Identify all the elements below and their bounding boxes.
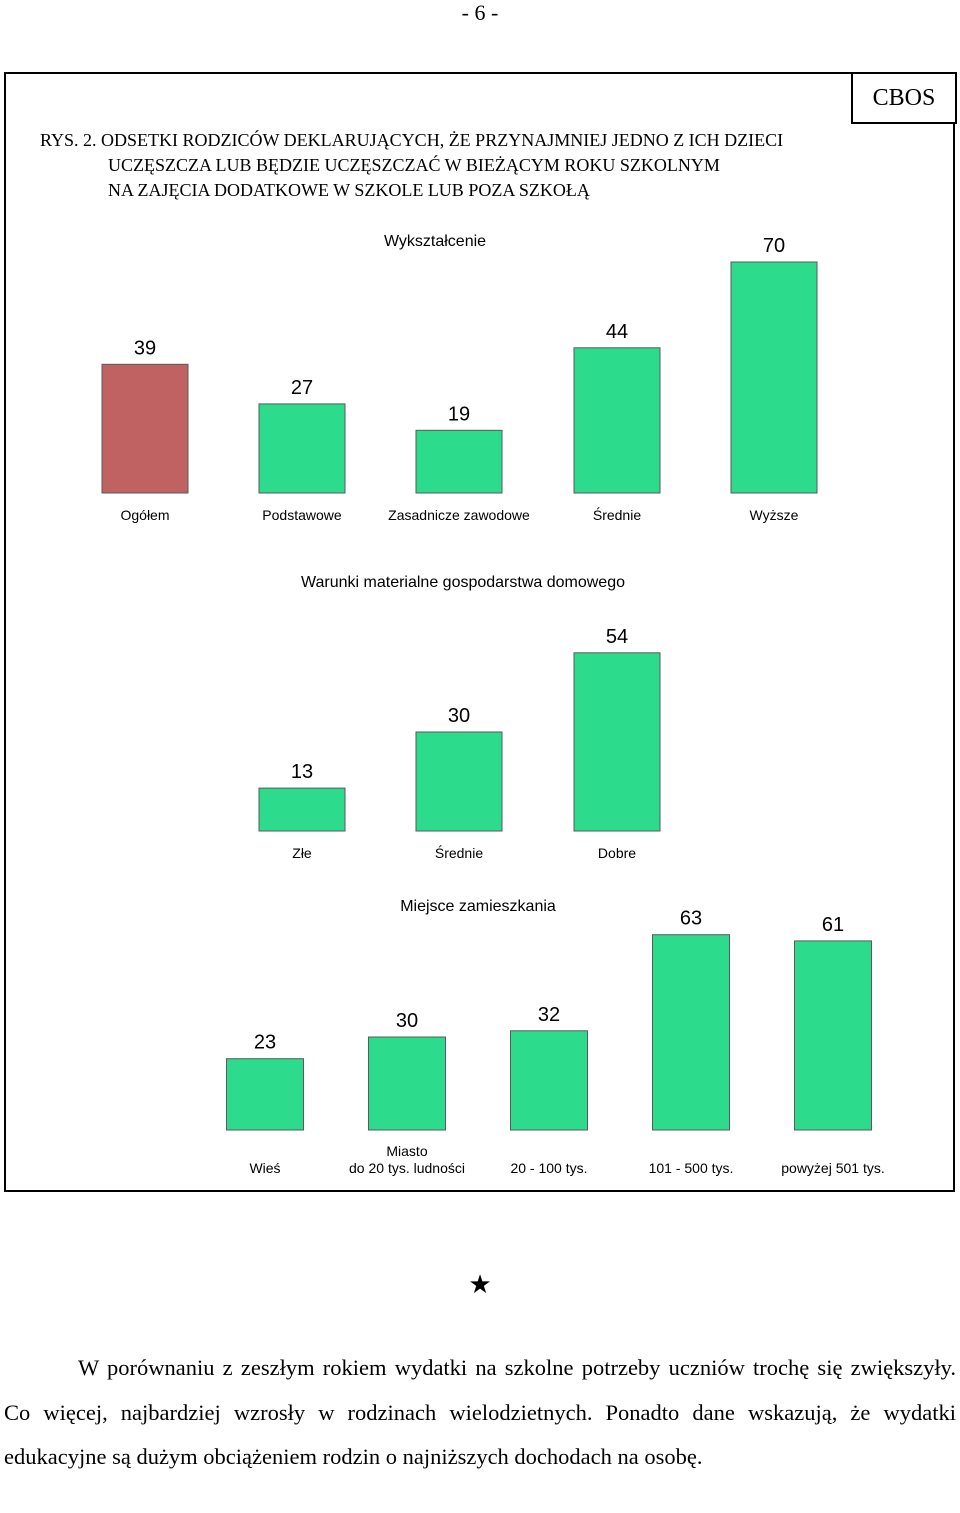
bar xyxy=(652,934,730,1131)
bar xyxy=(226,1058,304,1131)
category-label: 20 - 100 tys. xyxy=(510,1160,587,1176)
figure-title-line-3: NA ZAJĘCIA DODATKOWE W SZKOLE LUB POZA S… xyxy=(108,180,590,200)
data-label: 32 xyxy=(538,1004,560,1026)
category-label: Średnie xyxy=(593,506,641,523)
page-number: - 6 - xyxy=(461,0,499,25)
data-label: 44 xyxy=(606,321,628,343)
data-label: 19 xyxy=(448,403,470,425)
data-label: 54 xyxy=(606,626,628,648)
category-label: Dobre xyxy=(598,845,636,861)
body-text: W porównaniu z zeszłym rokiem wydatki na… xyxy=(4,1346,956,1480)
bar xyxy=(794,940,872,1131)
bar xyxy=(510,1030,588,1131)
data-label: 23 xyxy=(254,1032,276,1054)
data-label: 39 xyxy=(134,337,156,359)
figure-title-prefix: RYS. 2. xyxy=(40,130,97,150)
bar xyxy=(258,787,346,832)
bar xyxy=(573,652,661,832)
chart-title: Miejsce zamieszkania xyxy=(400,898,556,915)
bar xyxy=(101,363,189,494)
category-label: Wieś xyxy=(249,1160,280,1176)
data-label: 27 xyxy=(291,377,313,399)
bar-chart-1: Wykształcenie 39 Ogółem 27 Podstawowe 19 Zasad… xyxy=(101,233,818,523)
figure-title-line-1: ODSETKI RODZICÓW DEKLARUJĄCYCH, ŻE PRZYN… xyxy=(101,130,784,150)
bar xyxy=(258,403,346,494)
separator-star: ★ xyxy=(468,1270,492,1299)
chart-title: Wykształcenie xyxy=(384,233,486,250)
category-label: Zasadnicze zawodowe xyxy=(388,507,530,523)
bar-chart-2: Warunki materialne gospodarstwa domowego… xyxy=(258,574,661,861)
category-label: Złe xyxy=(292,845,312,861)
category-label: Podstawowe xyxy=(262,507,342,523)
chart-title: Warunki materialne gospodarstwa domowego xyxy=(301,574,625,591)
bar xyxy=(730,261,818,494)
bar xyxy=(415,429,503,494)
data-label: 70 xyxy=(763,235,785,257)
bar xyxy=(573,347,661,494)
category-label: Wyższe xyxy=(750,507,799,523)
figure-title: RYS. 2. ODSETKI RODZICÓW DEKLARUJĄCYCH, … xyxy=(40,128,880,203)
category-label: do 20 tys. ludności xyxy=(349,1160,465,1176)
figure-frame xyxy=(4,72,955,1192)
data-label: 30 xyxy=(396,1010,418,1032)
figure-title-line-2: UCZĘSZCZA LUB BĘDZIE UCZĘSZCZAĆ W BIEŻĄC… xyxy=(108,155,720,175)
data-label: 61 xyxy=(822,914,844,936)
data-label: 30 xyxy=(448,705,470,727)
category-label: 101 - 500 tys. xyxy=(649,1160,734,1176)
category-label: powyżej 501 tys. xyxy=(781,1160,885,1176)
data-label: 13 xyxy=(291,761,313,783)
bar xyxy=(415,731,503,832)
body-paragraph: W porównaniu z zeszłym rokiem wydatki na… xyxy=(4,1355,956,1469)
source-badge: CBOS xyxy=(851,72,957,124)
category-label: Ogółem xyxy=(120,507,169,523)
category-label: Średnie xyxy=(435,844,483,861)
category-label: Miasto xyxy=(386,1143,427,1159)
data-label: 63 xyxy=(680,908,702,930)
bar xyxy=(368,1036,446,1131)
charts-canvas: Wykształcenie 39 Ogółem 27 Podstawowe 19 Zasad… xyxy=(101,233,885,1176)
